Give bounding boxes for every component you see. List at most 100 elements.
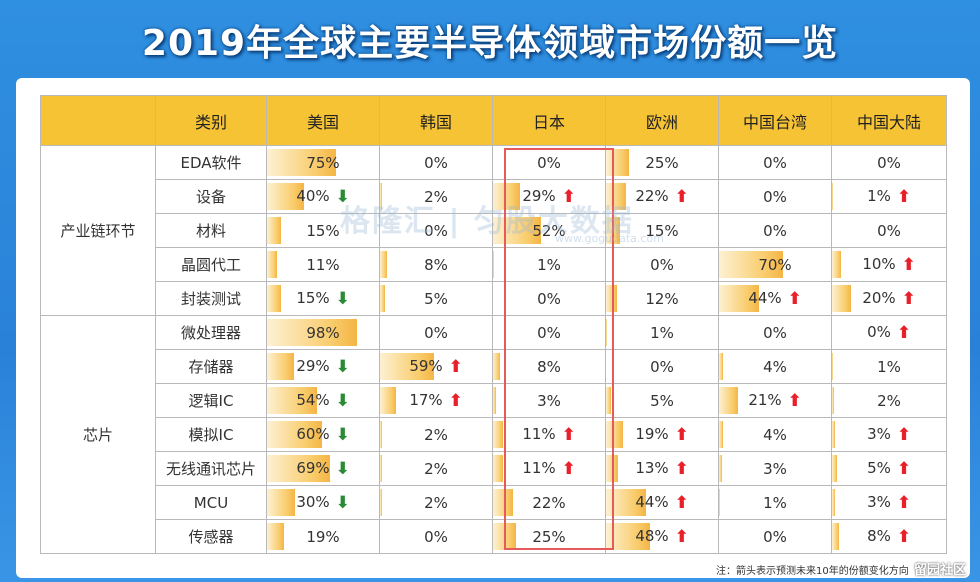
share-bar (832, 285, 851, 312)
share-value: 1% (763, 493, 787, 512)
share-cell: 25% (605, 145, 719, 180)
share-value: 0% (763, 527, 787, 546)
share-bar (832, 353, 833, 380)
share-bar (267, 387, 317, 414)
category-label: 传感器 (155, 519, 267, 554)
share-value: 15% (296, 289, 330, 307)
share-content: 0% (424, 528, 448, 546)
arrow-up-icon: ⬆ (674, 459, 689, 479)
share-bar (606, 455, 618, 482)
share-content: 19% ⬆ (635, 425, 689, 444)
share-cell: 44% ⬆ (605, 485, 719, 520)
share-bar (832, 421, 835, 448)
share-value: 2% (424, 425, 448, 444)
share-bar (606, 149, 629, 176)
arrow-up-icon: ⬆ (448, 357, 463, 377)
share-content: 5% (424, 290, 448, 308)
share-bar (267, 455, 331, 482)
share-value: 4% (763, 357, 787, 376)
share-content: 4% (763, 358, 787, 376)
share-value: 25% (532, 527, 566, 546)
share-value: 5% (424, 289, 448, 308)
share-value: 15% (306, 221, 340, 240)
share-bar (267, 217, 281, 244)
share-cell: 19% ⬆ (605, 417, 719, 452)
share-cell: 11% ⬆ (492, 417, 606, 452)
category-label: EDA软件 (155, 145, 267, 180)
share-bar (719, 455, 722, 482)
share-bar (606, 387, 611, 414)
share-value: 8% (867, 527, 891, 545)
watermark: 格隆汇 | 匀股大数据 (340, 204, 634, 239)
table-row: 芯片 微处理器 98% 0% 0% 1% 0% 0% ⬆ (40, 315, 947, 554)
arrow-down-icon: ⬇ (335, 391, 350, 411)
share-content: 0% (763, 528, 787, 546)
share-content: 8% ⬆ (867, 527, 911, 546)
share-content: 70% (758, 256, 791, 274)
share-bar (832, 489, 835, 516)
category-label: 逻辑IC (155, 383, 267, 418)
share-value: 5% (650, 391, 674, 410)
share-cell: 4% (718, 417, 832, 452)
table-row: 封装测试 15% ⬇ 5% 0% 12% 44% ⬆ 20% ⬆ (41, 281, 947, 316)
share-bar (493, 455, 504, 482)
share-content: 0% (424, 222, 448, 240)
share-cell: 21% ⬆ (718, 383, 832, 418)
arrow-up-icon: ⬆ (448, 391, 463, 411)
share-cell: 0% (605, 349, 719, 384)
share-bar (719, 387, 739, 414)
arrow-up-icon: ⬆ (674, 527, 689, 547)
share-content: 0% (537, 290, 561, 308)
share-bar (380, 353, 435, 380)
table-row: 传感器 19% 0% 25% 48% ⬆ 0% 8% ⬆ (41, 519, 947, 554)
share-value: 48% (635, 527, 669, 545)
share-content: 60% ⬇ (296, 425, 350, 445)
arrow-down-icon: ⬇ (335, 425, 350, 445)
category-label: 封装测试 (155, 281, 267, 316)
share-content: 29% ⬇ (296, 357, 350, 376)
share-content: 11% (306, 256, 339, 274)
share-bar (719, 489, 720, 516)
share-content: 19% (306, 528, 339, 546)
table-row: 逻辑IC 54% ⬇ 17% ⬆ 3% 5% 21% ⬆ 2% (41, 383, 947, 418)
share-value: 11% (522, 459, 556, 477)
share-value: 4% (763, 425, 787, 444)
share-bar (493, 183, 520, 210)
share-content: 22% (532, 494, 565, 512)
share-content: 69% ⬇ (296, 459, 350, 478)
share-bar (606, 319, 607, 346)
share-bar (719, 353, 723, 380)
share-content: 98% (306, 324, 339, 342)
share-bar (267, 319, 357, 346)
share-value: 44% (635, 493, 669, 511)
share-content: 4% (763, 426, 787, 444)
share-bar (493, 217, 541, 244)
share-value: 3% (763, 459, 787, 478)
share-cell: 2% (379, 417, 493, 452)
share-content: 15% (306, 222, 339, 240)
share-cell: 3% ⬆ (831, 485, 947, 520)
share-content: 54% ⬇ (296, 391, 350, 411)
category-label: 材料 (155, 213, 267, 248)
share-value: 15% (645, 221, 679, 240)
share-content: 2% (424, 426, 448, 444)
share-bar (267, 285, 281, 312)
share-value: 30% (296, 493, 330, 511)
share-value: 1% (537, 255, 561, 274)
share-value: 5% (867, 459, 891, 477)
table-panel: 类别 美国 韩国 日本 欧洲 中国台湾 中国大陆 产业链环节 EDA软件 75% 0% 0% 25% 0… (16, 78, 970, 578)
arrow-up-icon: ⬆ (896, 459, 912, 479)
table-row: 晶圆代工 11% 8% 1% 0% 70% 10% ⬆ (41, 247, 947, 282)
share-content: 1% (877, 358, 901, 376)
share-bar (832, 183, 833, 210)
share-cell: 0% (831, 145, 947, 180)
table-row: 设备 40% ⬇ 2% 29% ⬆ 22% ⬆ 0% 1% ⬆ (41, 179, 947, 214)
share-bar (493, 251, 494, 278)
share-value: 2% (424, 187, 448, 206)
share-value: 0% (650, 357, 674, 376)
share-cell: 5% (379, 281, 493, 316)
share-cell: 70% (718, 247, 832, 282)
share-content: 1% (763, 494, 787, 512)
category-label: 无线通讯芯片 (155, 451, 267, 486)
share-value: 0% (424, 323, 448, 342)
